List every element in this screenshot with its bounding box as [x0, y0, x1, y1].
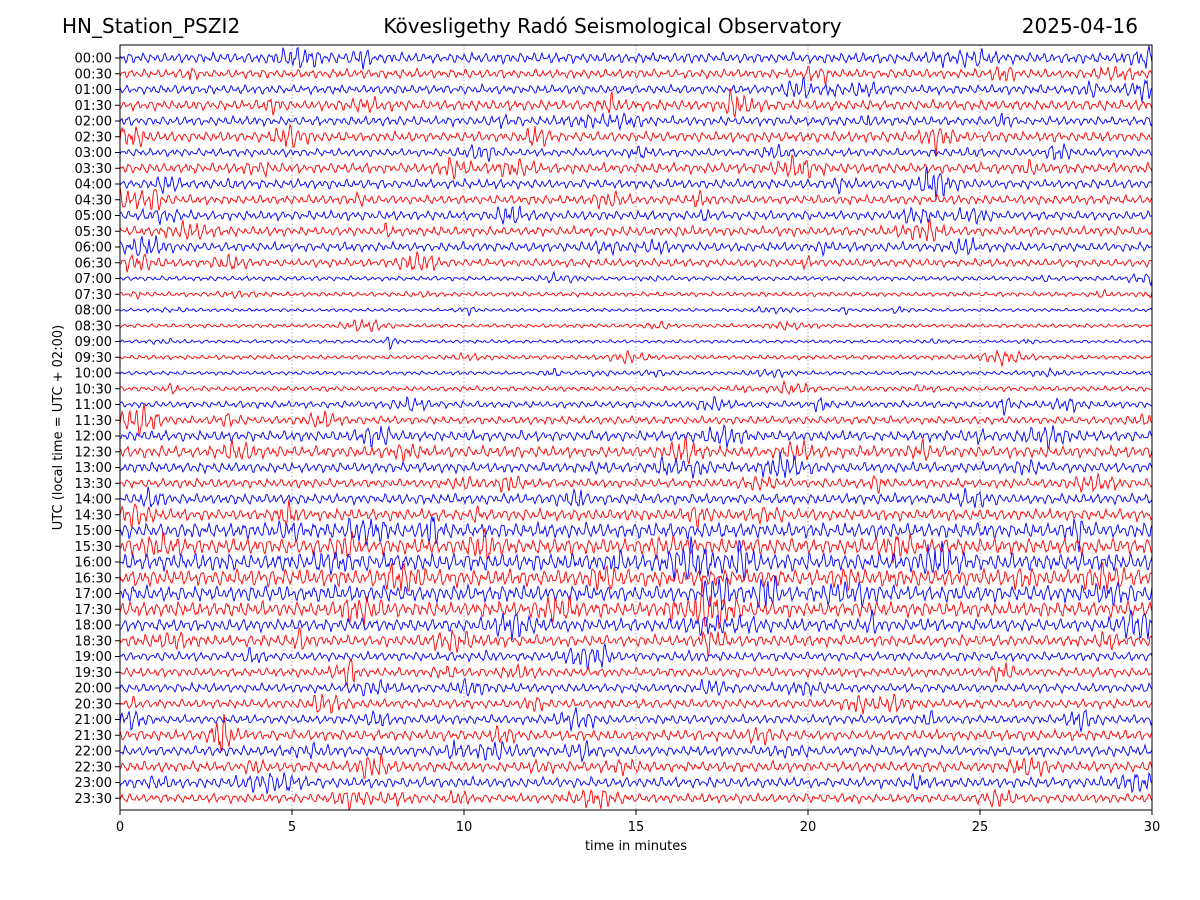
y-tick-label-0000: 00:00 [75, 52, 112, 67]
y-tick-label-1800: 18:00 [75, 619, 112, 634]
y-tick-label-2130: 21:30 [75, 729, 112, 744]
trace-0400 [119, 166, 1153, 200]
y-tick-label-0700: 07:00 [75, 272, 112, 287]
y-tick-label-2030: 20:30 [75, 697, 112, 712]
trace-0300 [119, 143, 1153, 162]
y-tick-label-0300: 03:00 [75, 146, 112, 161]
y-tick-label-0430: 04:30 [75, 193, 112, 208]
y-tick-label-1700: 17:00 [75, 587, 112, 602]
y-tick-label-1900: 19:00 [75, 650, 112, 665]
y-tick-label-0230: 02:30 [75, 130, 112, 145]
y-tick-label-1530: 15:30 [75, 540, 112, 555]
x-tick-label-25: 25 [972, 820, 989, 835]
y-tick-label-0800: 08:00 [75, 304, 112, 319]
y-tick-label-0100: 01:00 [75, 83, 112, 98]
x-tick-label-15: 15 [628, 820, 645, 835]
y-tick-label-0900: 09:00 [75, 335, 112, 350]
y-tick-label-1100: 11:00 [75, 398, 112, 413]
trace-1000 [119, 367, 1153, 379]
y-tick-label-0530: 05:30 [75, 225, 112, 240]
y-tick-label-1500: 15:00 [75, 524, 112, 539]
y-tick-label-0400: 04:00 [75, 178, 112, 193]
y-tick-label-0930: 09:30 [75, 351, 112, 366]
y-tick-label-1200: 12:00 [75, 430, 112, 445]
y-tick-label-1130: 11:30 [75, 414, 112, 429]
x-tick-label-20: 20 [800, 820, 817, 835]
y-tick-label-1830: 18:30 [75, 634, 112, 649]
y-tick-label-2200: 22:00 [75, 745, 112, 760]
y-tick-label-0830: 08:30 [75, 319, 112, 334]
x-tick-label-10: 10 [456, 820, 473, 835]
y-tick-label-1300: 13:00 [75, 461, 112, 476]
y-tick-label-2100: 21:00 [75, 713, 112, 728]
y-tick-label-0330: 03:30 [75, 162, 112, 177]
y-tick-label-1930: 19:30 [75, 666, 112, 681]
y-axis: 00:0000:3001:0001:3002:0002:3003:0003:30… [75, 52, 120, 807]
x-axis: 0 5 10 15 20 25 30 [116, 810, 1160, 835]
trace-0330 [119, 153, 1153, 181]
trace-0500 [119, 205, 1153, 226]
y-tick-label-1730: 17:30 [75, 603, 112, 618]
x-tick-label-30: 30 [1144, 820, 1161, 835]
y-tick-label-0500: 05:00 [75, 209, 112, 224]
y-tick-label-2230: 22:30 [75, 760, 112, 775]
y-tick-label-2000: 20:00 [75, 682, 112, 697]
y-tick-label-0630: 06:30 [75, 256, 112, 271]
trace-2100 [119, 707, 1153, 732]
grid-group [291, 45, 981, 810]
y-tick-label-1430: 14:30 [75, 508, 112, 523]
y-tick-label-2300: 23:00 [75, 776, 112, 791]
trace-2330 [119, 788, 1153, 812]
observatory-title: Kövesligethy Radó Seismological Observat… [383, 14, 842, 38]
date-label: 2025-04-16 [1021, 14, 1138, 38]
trace-1630 [119, 561, 1153, 592]
y-tick-label-1400: 14:00 [75, 493, 112, 508]
trace-1830 [119, 627, 1153, 657]
y-tick-label-1630: 16:30 [75, 571, 112, 586]
y-tick-label-2330: 23:30 [75, 792, 112, 807]
y-tick-label-0030: 00:30 [75, 67, 112, 82]
y-tick-label-1330: 13:30 [75, 477, 112, 492]
y-tick-label-0200: 02:00 [75, 115, 112, 130]
y-tick-label-0600: 06:00 [75, 241, 112, 256]
x-axis-label: time in minutes [585, 839, 687, 854]
y-tick-label-1000: 10:00 [75, 367, 112, 382]
x-tick-label-5: 5 [288, 820, 296, 835]
trace-0100 [119, 76, 1153, 103]
y-tick-label-1230: 12:30 [75, 445, 112, 460]
trace-0530 [119, 218, 1153, 243]
y-tick-label-1030: 10:30 [75, 382, 112, 397]
y-tick-label-1600: 16:00 [75, 556, 112, 571]
y-tick-label-0130: 01:30 [75, 99, 112, 114]
y-tick-label-0730: 07:30 [75, 288, 112, 303]
station-label: HN_Station_PSZI2 [62, 14, 241, 38]
x-tick-label-0: 0 [116, 820, 124, 835]
y-axis-label: UTC (local time = UTC + 02:00) [51, 325, 66, 530]
trace-2200 [119, 739, 1153, 764]
